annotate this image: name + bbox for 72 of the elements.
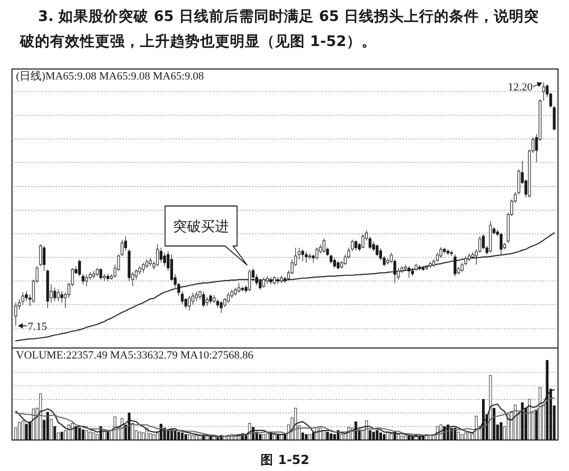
candlestick	[266, 276, 269, 284]
candlestick	[322, 238, 326, 253]
candlestick	[82, 274, 84, 285]
candlestick	[258, 278, 262, 290]
candlestick	[92, 270, 96, 279]
candlestick	[202, 291, 205, 308]
candlestick	[230, 289, 234, 298]
candlestick	[408, 266, 410, 278]
candlestick	[454, 254, 456, 276]
annotation: 突破买进	[173, 218, 230, 235]
candlestick	[238, 282, 240, 293]
candlestick	[443, 247, 446, 254]
candlestick	[489, 220, 492, 253]
candlestick	[446, 248, 450, 256]
candlestick	[336, 260, 340, 270]
candlestick	[142, 262, 145, 274]
candlestick	[85, 274, 88, 287]
candlestick	[450, 250, 453, 256]
candlestick	[25, 290, 28, 302]
chart-title: 3. 如果股价突破 65 日线前后需同时满足 65 日线拐头上行的条件，说明突破的有效性更强，上升趋势也更明显（见图 1-52）。	[19, 7, 540, 50]
candlestick	[14, 302, 18, 326]
candlestick	[468, 253, 471, 262]
candlestick	[106, 273, 110, 282]
candlestick	[425, 266, 428, 270]
candlestick	[53, 287, 56, 302]
candlestick	[422, 266, 425, 272]
chart-subtitle: (日线)MA65:9.08 MA65:9.08 MA65:9.08	[16, 70, 204, 82]
candlestick	[304, 251, 308, 264]
candlestick	[148, 258, 152, 266]
candlestick	[276, 276, 280, 284]
candlestick	[542, 82, 545, 102]
candlestick	[209, 294, 212, 304]
candlestick	[350, 239, 354, 252]
candlestick	[180, 290, 184, 305]
candlestick	[160, 247, 162, 264]
candlestick	[99, 268, 102, 280]
annotation: 12.20	[508, 81, 534, 94]
candlestick	[248, 269, 251, 292]
candlestick	[315, 247, 318, 260]
candlestick	[439, 246, 442, 258]
candlestick	[272, 276, 276, 285]
candlestick	[56, 289, 60, 302]
candlestick	[156, 244, 159, 266]
candlestick	[474, 248, 478, 265]
candlestick	[418, 264, 422, 271]
candlestick	[552, 106, 556, 130]
candlestick	[362, 234, 364, 249]
candlestick	[21, 292, 24, 305]
candlestick	[432, 259, 436, 268]
candlestick	[308, 253, 312, 260]
candlestick	[262, 277, 266, 288]
candlestick	[188, 296, 191, 311]
candlestick	[354, 240, 358, 251]
candlestick	[376, 244, 379, 256]
candlestick	[411, 268, 414, 276]
candlestick	[195, 291, 198, 302]
candlestick	[234, 287, 237, 296]
annotation: 7.15	[28, 320, 48, 333]
candlestick	[280, 275, 283, 284]
candlestick	[478, 236, 482, 253]
candlestick	[500, 232, 502, 255]
candlestick	[226, 292, 230, 304]
caption: 图 1-52	[260, 452, 310, 467]
chart-subtitle: VOLUME:22357.49 MA5:33632.79 MA10:27568.86	[16, 350, 254, 362]
candlestick	[220, 300, 223, 314]
candlestick	[269, 276, 272, 285]
candlestick	[333, 258, 336, 268]
candlestick	[96, 268, 99, 276]
candlestick	[241, 286, 244, 292]
candlestick	[428, 261, 432, 268]
candlestick	[301, 248, 304, 262]
candlestick	[78, 259, 81, 276]
